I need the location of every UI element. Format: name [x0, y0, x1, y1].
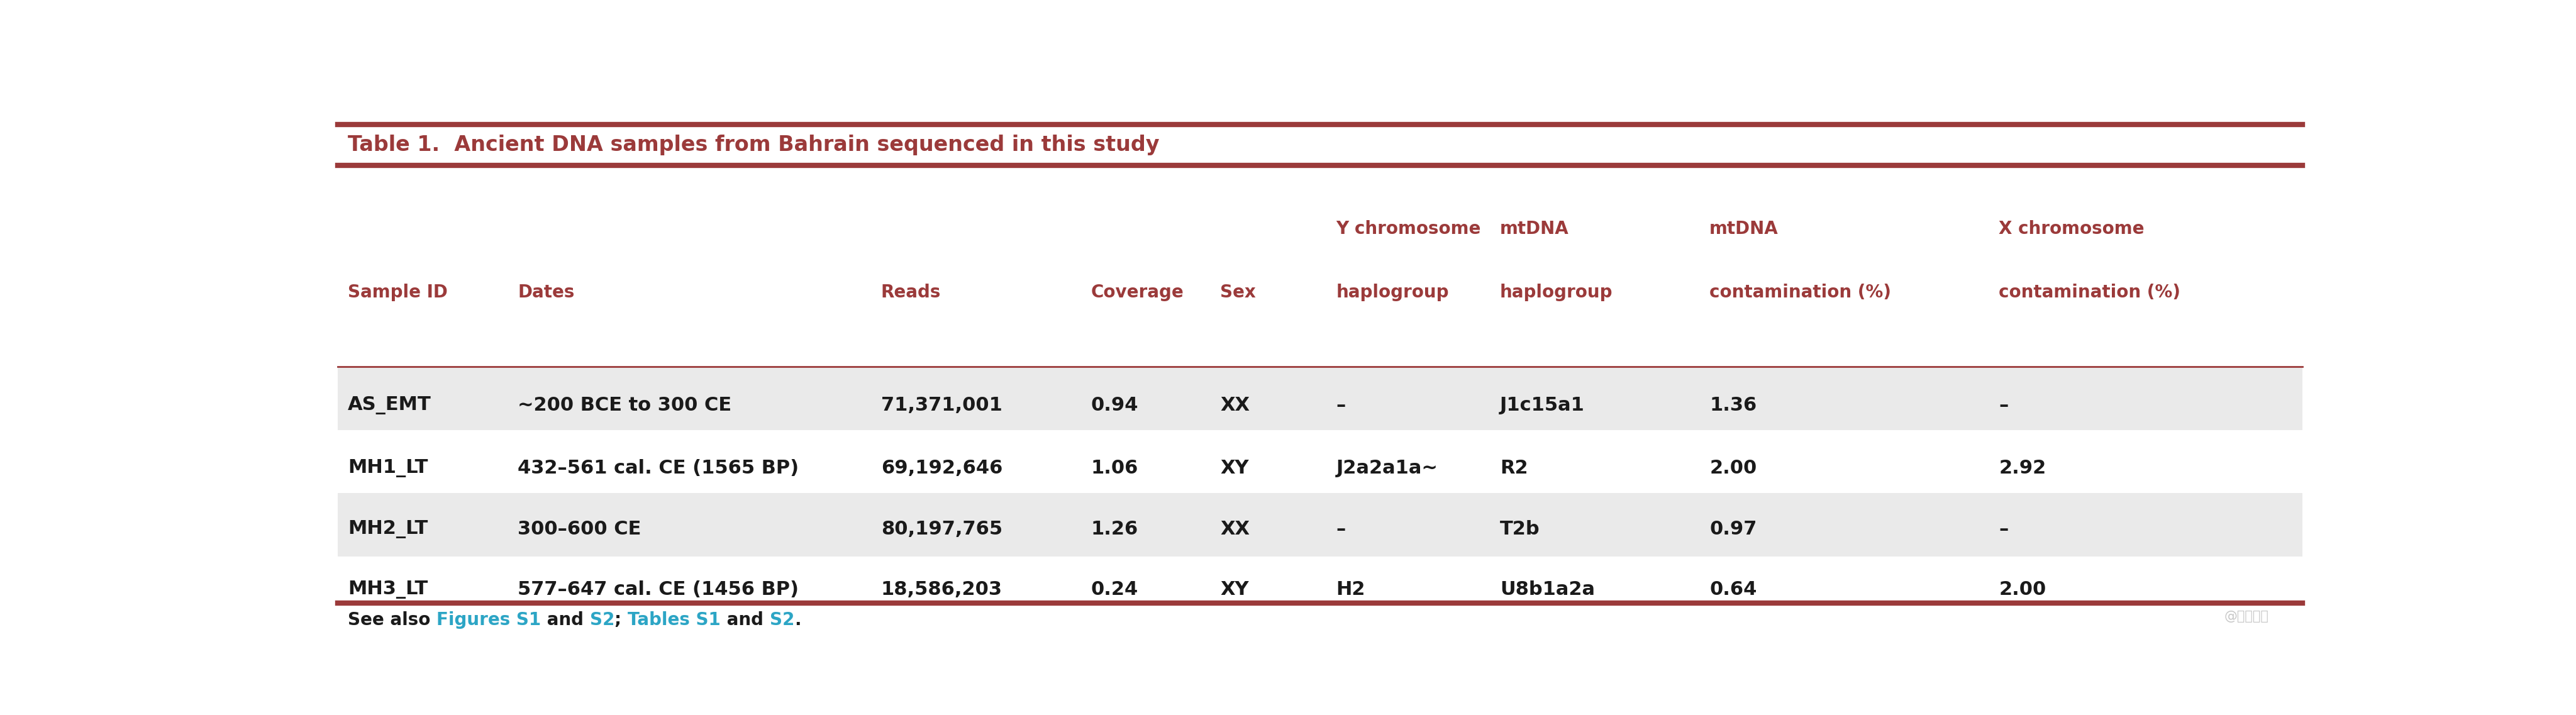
Text: See also: See also — [348, 611, 435, 628]
Text: Coverage: Coverage — [1090, 283, 1182, 301]
Text: Figures S1: Figures S1 — [435, 611, 541, 628]
Text: U8b1a2a: U8b1a2a — [1499, 581, 1595, 598]
Text: 71,371,001: 71,371,001 — [881, 396, 1002, 414]
Text: 80,197,765: 80,197,765 — [881, 520, 1002, 538]
Text: 0.94: 0.94 — [1090, 396, 1139, 414]
Text: 1.26: 1.26 — [1090, 520, 1139, 538]
Text: contamination (%): contamination (%) — [1710, 283, 1891, 301]
Text: MH2_LT: MH2_LT — [348, 520, 428, 538]
Text: contamination (%): contamination (%) — [1999, 283, 2182, 301]
Text: haplogroup: haplogroup — [1337, 283, 1450, 301]
Text: 0.24: 0.24 — [1090, 581, 1139, 598]
Text: Y chromosome: Y chromosome — [1337, 220, 1481, 238]
Bar — [337, 430, 2303, 493]
Text: MH3_LT: MH3_LT — [348, 581, 428, 598]
Bar — [337, 556, 2303, 603]
Text: Sample ID: Sample ID — [348, 283, 448, 301]
Text: X chromosome: X chromosome — [1999, 220, 2146, 238]
Text: –: – — [1337, 396, 1345, 414]
Text: R2: R2 — [1499, 459, 1528, 478]
Text: 0.64: 0.64 — [1710, 581, 1757, 598]
Text: S2: S2 — [590, 611, 616, 628]
Text: J1c15a1: J1c15a1 — [1499, 396, 1584, 414]
Text: 69,192,646: 69,192,646 — [881, 459, 1002, 478]
Text: 1.06: 1.06 — [1090, 459, 1139, 478]
Text: 300–600 CE: 300–600 CE — [518, 520, 641, 538]
Text: T2b: T2b — [1499, 520, 1540, 538]
Text: and: and — [541, 611, 590, 628]
Text: mtDNA: mtDNA — [1499, 220, 1569, 238]
Text: and: and — [721, 611, 770, 628]
Bar — [337, 493, 2303, 556]
Text: XX: XX — [1221, 396, 1249, 414]
Text: –: – — [1999, 520, 2009, 538]
Text: MH1_LT: MH1_LT — [348, 459, 428, 478]
Text: 577–647 cal. CE (1456 BP): 577–647 cal. CE (1456 BP) — [518, 581, 799, 598]
Text: 2.92: 2.92 — [1999, 459, 2045, 478]
Text: H2: H2 — [1337, 581, 1365, 598]
Text: Table 1.  Ancient DNA samples from Bahrain sequenced in this study: Table 1. Ancient DNA samples from Bahrai… — [348, 134, 1159, 155]
Text: J2a2a1a∼: J2a2a1a∼ — [1337, 459, 1437, 478]
Text: ∼200 BCE to 300 CE: ∼200 BCE to 300 CE — [518, 396, 732, 414]
Text: Sex: Sex — [1221, 283, 1257, 301]
Text: .: . — [793, 611, 801, 628]
Text: @江左愚夫: @江左愚夫 — [2223, 610, 2269, 623]
Text: XY: XY — [1221, 581, 1249, 598]
Text: –: – — [1999, 396, 2009, 414]
Text: Tables S1: Tables S1 — [629, 611, 721, 628]
Bar — [337, 367, 2303, 430]
Text: XX: XX — [1221, 520, 1249, 538]
Text: Reads: Reads — [881, 283, 940, 301]
Text: mtDNA: mtDNA — [1710, 220, 1777, 238]
Text: –: – — [1337, 520, 1345, 538]
Text: 1.36: 1.36 — [1710, 396, 1757, 414]
Text: 2.00: 2.00 — [1710, 459, 1757, 478]
Text: ;: ; — [616, 611, 629, 628]
Text: XY: XY — [1221, 459, 1249, 478]
Text: 18,586,203: 18,586,203 — [881, 581, 1002, 598]
Text: Dates: Dates — [518, 283, 574, 301]
Text: 0.97: 0.97 — [1710, 520, 1757, 538]
Text: 2.00: 2.00 — [1999, 581, 2045, 598]
Text: S2: S2 — [770, 611, 793, 628]
Text: haplogroup: haplogroup — [1499, 283, 1613, 301]
Text: AS_EMT: AS_EMT — [348, 396, 430, 414]
Text: 432–561 cal. CE (1565 BP): 432–561 cal. CE (1565 BP) — [518, 459, 799, 478]
